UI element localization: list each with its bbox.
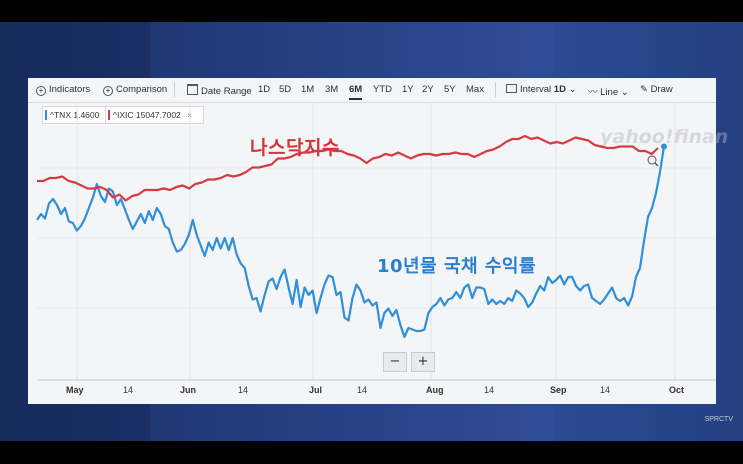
- date-range-button[interactable]: Date Range: [187, 84, 252, 97]
- bond-yield-caption: 10년물 국채 수익률: [377, 256, 537, 277]
- interval-icon: [506, 84, 517, 93]
- x-tick-label: Aug: [426, 385, 444, 395]
- chevron-down-icon: ⌄: [565, 84, 577, 95]
- plus-circle-icon: +: [103, 86, 113, 96]
- grid: [37, 102, 716, 381]
- zoom-in-button[interactable]: +: [411, 352, 435, 372]
- ixic-line: [37, 134, 659, 202]
- x-tick-label: 14: [238, 385, 249, 395]
- tnx-last-point: [661, 143, 667, 150]
- tnx-line: [36, 146, 666, 339]
- ixic-swatch: [108, 110, 110, 120]
- pencil-icon: ✎: [640, 84, 651, 95]
- yahoo-finance-watermark: yahoo!finan: [600, 126, 729, 148]
- chart-panel: + Indicators + Comparison Date Range 1D 5D…: [28, 78, 728, 404]
- range-5y[interactable]: 5Y: [444, 84, 456, 95]
- range-3m[interactable]: 3M: [325, 84, 339, 95]
- range-6m[interactable]: 6M: [349, 84, 363, 100]
- x-tick-label: Sep: [550, 385, 567, 395]
- range-ytd[interactable]: YTD: [373, 84, 392, 95]
- indicators-button[interactable]: + Indicators: [36, 84, 90, 96]
- x-tick-label: 14: [600, 385, 611, 395]
- zoom-out-button[interactable]: −: [383, 352, 407, 372]
- range-max[interactable]: Max: [466, 84, 484, 95]
- interval-dropdown[interactable]: Interval 1D ⌄: [506, 84, 577, 95]
- plus-circle-icon: +: [36, 86, 46, 96]
- x-tick-label: May: [66, 385, 84, 395]
- x-tick-label: Jun: [180, 385, 197, 395]
- x-tick-label: 14: [123, 385, 134, 395]
- line-type-dropdown[interactable]: 〰 Line ⌄: [588, 87, 629, 98]
- calendar-icon: [187, 84, 198, 95]
- range-5d[interactable]: 5D: [279, 84, 292, 95]
- tnx-swatch: [45, 110, 47, 120]
- range-1d[interactable]: 1D: [258, 84, 271, 95]
- x-axis: May 14 Jun 14 Jul 14 Aug 14 Sep 14 Oct: [28, 380, 716, 404]
- nasdaq-caption: 나스닥지수: [250, 137, 340, 159]
- range-2y[interactable]: 2Y: [422, 84, 434, 95]
- x-tick-label: Jul: [309, 385, 323, 395]
- x-tick-label: 14: [484, 385, 495, 395]
- chart-toolbar: + Indicators + Comparison Date Range 1D 5D…: [28, 78, 716, 103]
- cursor-icon: [647, 155, 659, 167]
- x-tick-label: Oct: [669, 385, 685, 395]
- toolbar-divider: [174, 82, 175, 97]
- legend-ixic[interactable]: ^IXIC 15047.7002 ×: [105, 106, 204, 124]
- video-frame: + Indicators + Comparison Date Range 1D 5D…: [0, 22, 743, 441]
- toolbar-divider: [495, 82, 496, 97]
- range-1m[interactable]: 1M: [301, 84, 315, 95]
- line-chart-icon: 〰: [588, 87, 601, 98]
- channel-logo: SPRCTV: [704, 416, 733, 423]
- range-1y[interactable]: 1Y: [402, 84, 414, 95]
- draw-button[interactable]: ✎ Draw: [640, 84, 673, 95]
- x-tick-label: 14: [357, 385, 368, 395]
- chevron-down-icon: ⌄: [618, 87, 629, 98]
- price-chart[interactable]: [28, 78, 716, 404]
- comparison-button[interactable]: + Comparison: [103, 84, 167, 96]
